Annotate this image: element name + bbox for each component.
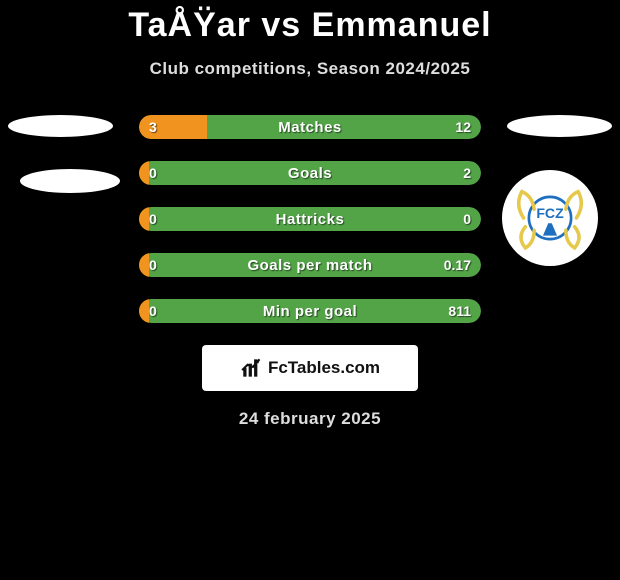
stat-value-right: 0 (463, 207, 471, 231)
svg-text:FCZ: FCZ (536, 205, 564, 221)
credit-text: FcTables.com (268, 358, 380, 378)
subtitle: Club competitions, Season 2024/2025 (0, 59, 620, 79)
stat-bar: 0Hattricks0 (139, 207, 481, 231)
date-text: 24 february 2025 (0, 409, 620, 429)
stat-value-right: 811 (448, 299, 471, 323)
avatar-player-left-top (8, 115, 113, 137)
stat-bar: 3Matches12 (139, 115, 481, 139)
stat-label: Min per goal (139, 299, 481, 323)
stat-label: Goals per match (139, 253, 481, 277)
stat-bars: 3Matches120Goals20Hattricks00Goals per m… (139, 115, 481, 323)
stat-bar: 0Goals2 (139, 161, 481, 185)
stat-label: Goals (139, 161, 481, 185)
credit-box: FcTables.com (202, 345, 418, 391)
stat-value-right: 12 (455, 115, 471, 139)
stat-value-right: 2 (463, 161, 471, 185)
avatar-player-left-mid (20, 169, 120, 193)
stat-value-right: 0.17 (444, 253, 471, 277)
stat-label: Hattricks (139, 207, 481, 231)
avatar-player-right-top (507, 115, 612, 137)
stat-bar: 0Goals per match0.17 (139, 253, 481, 277)
stat-bar: 0Min per goal811 (139, 299, 481, 323)
bar-chart-icon (240, 355, 266, 381)
page-title: TaÅŸar vs Emmanuel (0, 0, 620, 45)
club-crest-right: FCZ (502, 170, 598, 266)
comparison-stage: FCZ 3Matches120Goals20Hattricks00Goals p… (0, 115, 620, 429)
club-crest-icon: FCZ (506, 174, 594, 262)
stat-label: Matches (139, 115, 481, 139)
